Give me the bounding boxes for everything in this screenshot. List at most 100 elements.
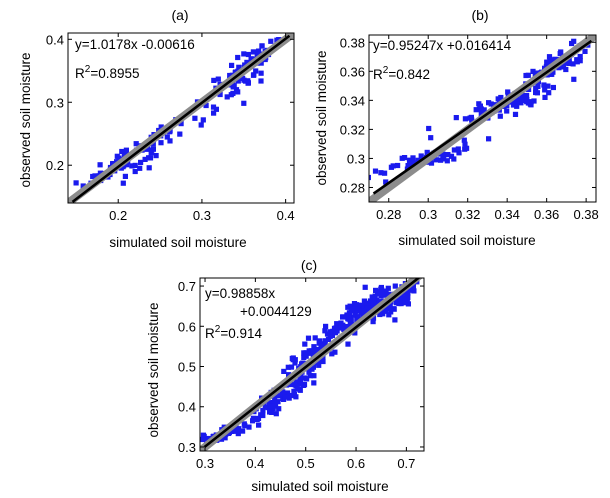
panel-c-points xyxy=(200,279,420,447)
data-point xyxy=(291,391,297,398)
y-tick-label: 0.7 xyxy=(178,279,196,294)
data-point xyxy=(245,51,251,58)
data-point xyxy=(324,331,331,337)
data-point xyxy=(542,94,548,100)
panel-b-title: (b) xyxy=(471,7,488,23)
data-point xyxy=(292,382,298,388)
data-point xyxy=(231,83,237,89)
data-point xyxy=(246,424,252,430)
panel-a-equation: y=1.0178x -0.00616 xyxy=(75,37,195,52)
x-tick-label: 0.3 xyxy=(196,456,214,471)
data-point xyxy=(563,66,569,73)
data-point xyxy=(258,412,264,418)
data-point xyxy=(119,148,125,155)
data-point xyxy=(146,155,152,161)
data-point xyxy=(388,309,394,315)
data-point xyxy=(235,54,241,61)
data-point xyxy=(137,165,143,171)
data-point xyxy=(456,150,462,156)
data-point xyxy=(399,155,405,161)
data-point xyxy=(410,283,416,289)
data-point xyxy=(352,305,358,311)
data-point xyxy=(462,141,468,147)
data-point xyxy=(138,159,144,165)
data-point xyxy=(428,160,435,166)
data-point xyxy=(346,316,352,322)
data-point xyxy=(228,92,234,98)
data-point xyxy=(379,309,386,315)
data-point xyxy=(546,54,553,60)
data-point xyxy=(397,295,403,301)
data-point xyxy=(224,94,230,100)
data-point xyxy=(268,38,274,44)
data-point xyxy=(582,48,588,54)
data-point xyxy=(241,51,247,57)
data-point xyxy=(305,335,312,341)
data-point xyxy=(383,288,389,294)
data-point xyxy=(200,432,206,438)
data-point xyxy=(315,347,321,353)
data-point xyxy=(377,311,383,318)
panel-c-fit-line xyxy=(203,278,421,449)
data-point xyxy=(245,78,251,84)
data-point xyxy=(571,38,577,44)
data-point xyxy=(297,374,303,380)
data-point xyxy=(322,341,328,347)
data-point xyxy=(325,336,332,342)
x-tick-label: 0.5 xyxy=(297,456,315,471)
panel-c-equation-line2: +0.0044129 xyxy=(240,304,312,319)
data-point xyxy=(550,84,556,91)
data-point xyxy=(231,427,237,433)
x-tick-label: 0.36 xyxy=(534,207,559,222)
data-point xyxy=(295,386,301,392)
data-point xyxy=(345,341,351,347)
data-point xyxy=(340,314,346,320)
data-point xyxy=(451,147,457,153)
x-tick-label: 0.4 xyxy=(246,456,264,471)
data-point xyxy=(267,403,274,409)
data-point xyxy=(433,157,440,163)
panel-a-title: (a) xyxy=(171,7,188,23)
panel-a: (a) simulated soil moisture observed soi… xyxy=(18,7,295,250)
x-tick-label: 0.3 xyxy=(193,208,211,223)
data-point xyxy=(304,376,310,382)
data-point xyxy=(476,101,482,107)
data-point xyxy=(334,321,340,327)
data-point xyxy=(213,106,219,112)
data-point xyxy=(253,68,259,74)
data-point xyxy=(248,56,254,62)
data-point xyxy=(530,68,536,74)
data-point xyxy=(405,301,411,307)
data-point xyxy=(293,379,299,385)
data-point xyxy=(369,174,371,181)
data-point xyxy=(440,156,446,162)
data-point xyxy=(276,406,282,412)
data-point xyxy=(262,404,268,410)
data-point xyxy=(282,394,289,400)
data-point xyxy=(385,285,391,291)
panel-a-xlabel: simulated soil moisture xyxy=(109,235,246,250)
data-point xyxy=(364,305,370,311)
data-point xyxy=(258,60,264,66)
data-point xyxy=(210,104,217,110)
data-point xyxy=(570,61,576,67)
data-point xyxy=(266,400,272,406)
data-point xyxy=(376,291,382,297)
data-point xyxy=(291,388,297,394)
data-point xyxy=(314,360,321,366)
data-point xyxy=(236,426,242,432)
data-point xyxy=(383,179,389,185)
data-point xyxy=(345,304,351,310)
data-point xyxy=(269,409,275,415)
data-point xyxy=(123,150,129,156)
data-point xyxy=(362,284,368,290)
data-point xyxy=(307,373,313,379)
data-point xyxy=(519,97,525,103)
data-point xyxy=(258,70,264,76)
data-point xyxy=(167,138,173,144)
panel-c-r2: R2=0.914 xyxy=(205,324,262,341)
data-point xyxy=(280,389,286,395)
data-point xyxy=(322,338,328,344)
data-point xyxy=(200,117,206,123)
data-point xyxy=(97,162,103,168)
